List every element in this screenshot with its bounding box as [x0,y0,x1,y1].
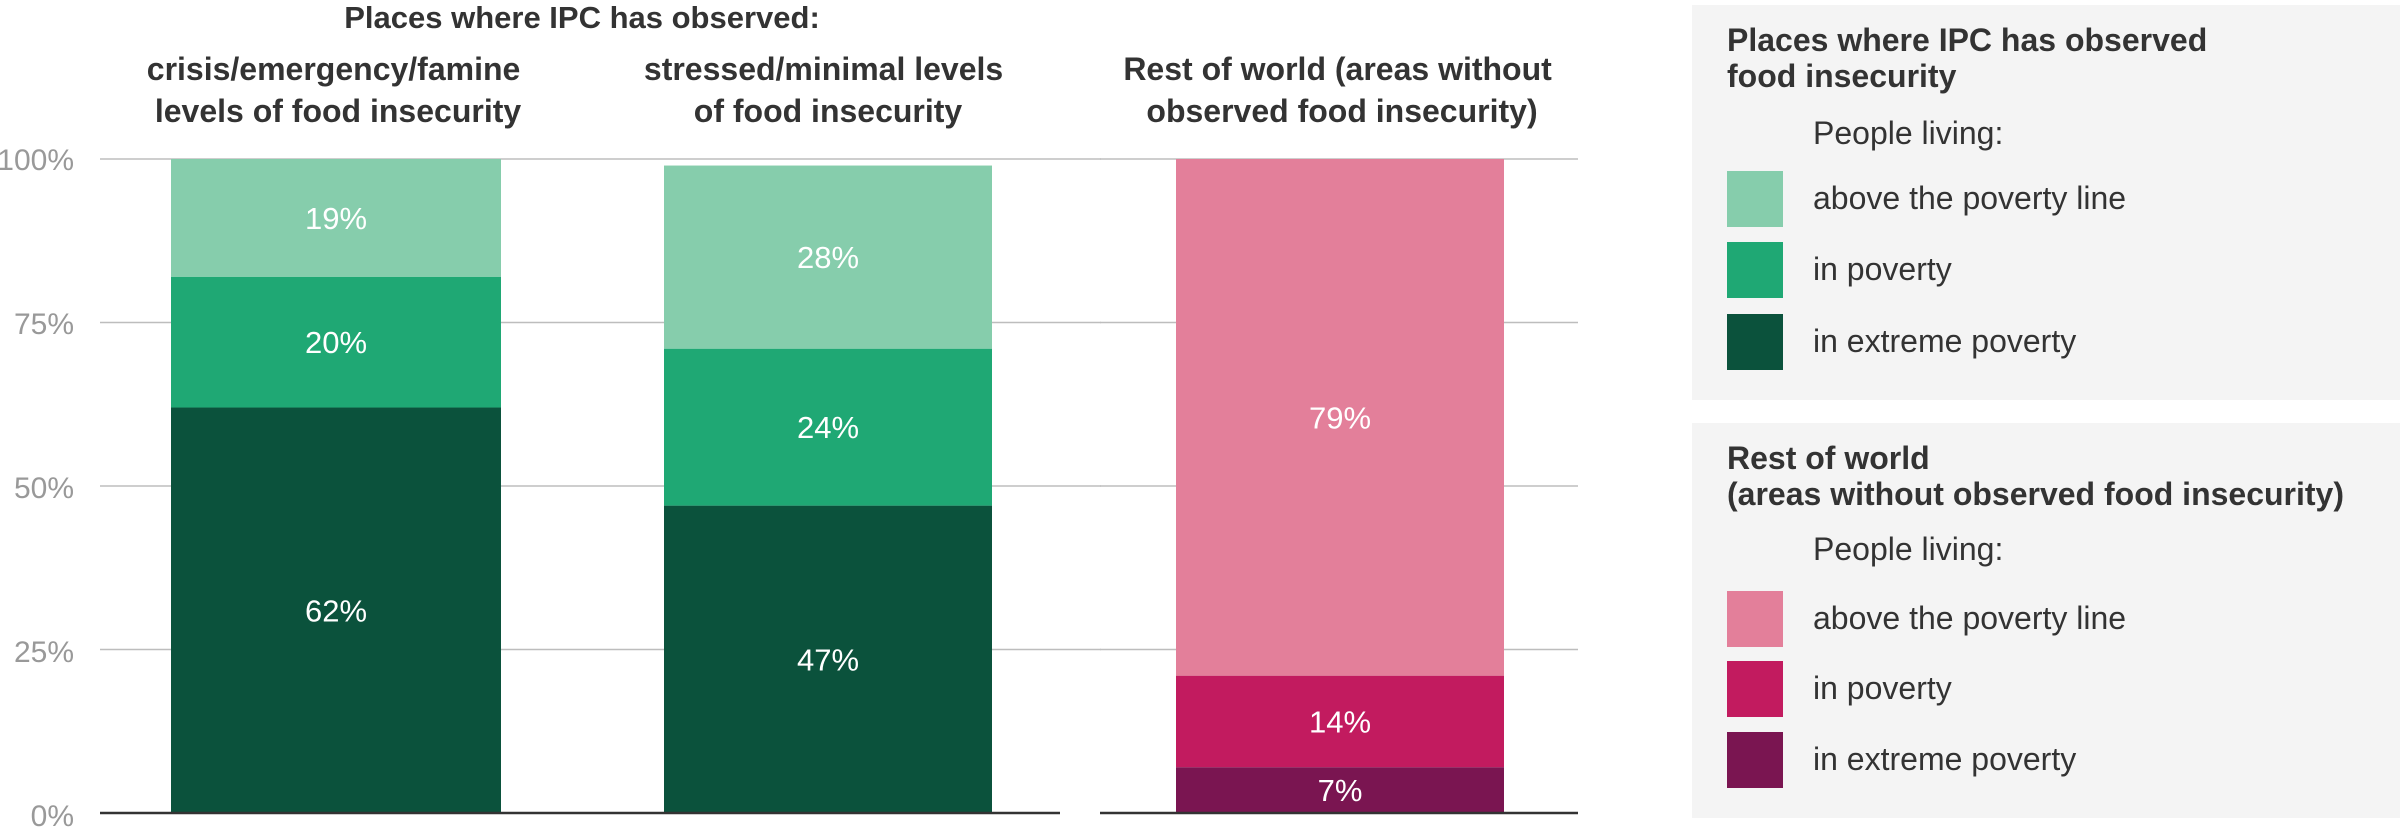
legend-item-label: in extreme poverty [1813,741,2077,777]
legend-swatch [1727,732,1783,788]
legend-item-label: above the poverty line [1813,600,2127,636]
legend-swatch [1727,661,1783,717]
legend-row-item-extreme: in extreme poverty [1727,732,2387,788]
bar-segment-above [664,165,992,349]
legend-row-item-above: above the poverty line [1727,591,2387,647]
legend-swatch [1727,591,1783,647]
legend-ipc-subtitle: People living: [1813,115,2004,151]
bar-segment-extreme [1176,767,1504,813]
legend-row-title: Rest of world (areas without observed fo… [1727,440,2344,512]
legend-item-label: in extreme poverty [1813,323,2077,359]
y-tick-label: 25% [14,636,74,669]
legend-item-label: in poverty [1813,670,1952,706]
y-axis-tick-labels: 100% 75% 50% 25% 0% [0,144,74,832]
data-label: 20% [305,325,367,360]
legend-swatch [1727,314,1783,370]
legend-ipc-item-poverty: in poverty [1727,242,2387,298]
data-label: 79% [1309,400,1371,435]
bar-segment-extreme [171,407,501,813]
legend-rest-of-world: Rest of world (areas without observed fo… [1692,423,2400,818]
legend-ipc-title-line-2: food insecurity [1727,58,1957,94]
panel-1-header-line-1: crisis/emergency/famine [147,51,521,87]
data-label: 28% [797,240,859,275]
legend-ipc-item-above: above the poverty line [1727,171,2387,227]
y-tick-label: 75% [14,308,74,341]
panel-3-header-line-1: Rest of world (areas without [1123,51,1552,87]
y-tick-label: 50% [14,472,74,505]
legend-item-label: in poverty [1813,251,1952,287]
legend-swatch [1727,171,1783,227]
panel-2-header-line-2: of food insecurity [694,93,963,129]
legend-ipc-observed: Places where IPC has observed food insec… [1692,5,2400,400]
panel-3-header: Rest of world (areas without observed fo… [1123,51,1560,129]
legend-item-label: above the poverty line [1813,180,2127,216]
y-tick-label: 0% [31,800,74,832]
legend-row-title-line-2: (areas without observed food insecurity) [1727,476,2344,512]
legend-swatch [1727,242,1783,298]
legend-row-title-line-1: Rest of world [1727,440,1930,476]
data-label: 14% [1309,704,1371,739]
data-label: 62% [305,593,367,628]
data-label: 24% [797,410,859,445]
panel-2-header-line-1: stressed/minimal levels [644,51,1003,87]
legend-row-subtitle: People living: [1813,531,2004,567]
data-label: 47% [797,642,859,677]
legend-ipc-item-extreme: in extreme poverty [1727,314,2387,370]
legend-ipc-title-line-1: Places where IPC has observed [1727,22,2208,58]
bars: 62% 20% 19% 47% 24% 28% 7% 14% 79% [171,159,1504,813]
y-tick-label: 100% [0,144,74,177]
bar-segment-poverty [664,348,992,506]
panel-3-header-line-2: observed food insecurity) [1146,93,1537,129]
bar-segment-poverty [1176,675,1504,768]
bar-segment-above [1176,159,1504,676]
data-label: 7% [1318,773,1363,808]
legend-row-item-poverty: in poverty [1727,661,2387,717]
legend-ipc-title: Places where IPC has observed food insec… [1727,22,2207,94]
panel-2-header: stressed/minimal levels of food insecuri… [644,51,1012,129]
bar-segment-extreme [664,505,992,813]
chart-super-title: Places where IPC has observed: [344,0,820,35]
data-label: 19% [305,201,367,236]
panel-1-header: crisis/emergency/famine levels of food i… [147,51,529,129]
bar-segment-above [171,159,501,277]
stacked-bar-chart: Places where IPC has observed: crisis/em… [0,0,1578,832]
panel-1-header-line-2: levels of food insecurity [155,93,522,129]
bar-segment-poverty [171,276,501,408]
